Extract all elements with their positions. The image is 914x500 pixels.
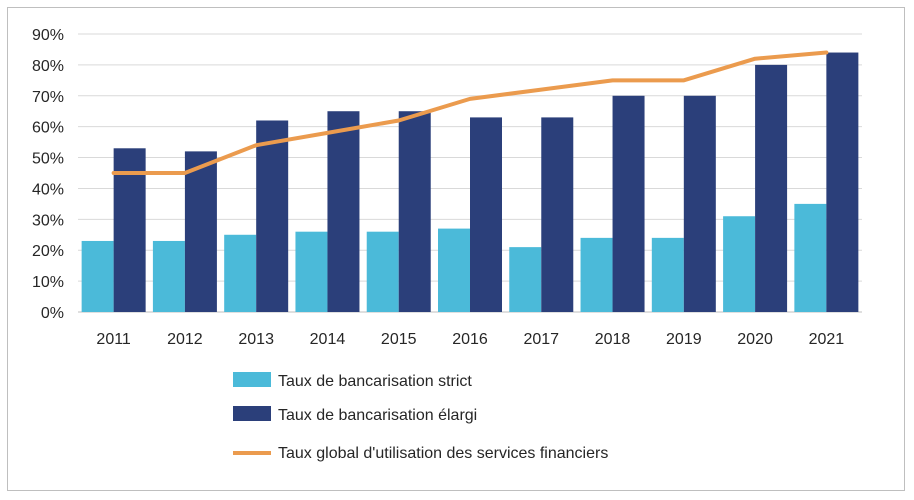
y-tick-label: 20% <box>32 243 64 260</box>
bar-strict <box>580 237 613 312</box>
bar-strict <box>509 247 542 312</box>
bar-strict <box>723 216 756 312</box>
x-tick-label: 2018 <box>595 331 631 348</box>
x-tick-label: 2019 <box>666 331 702 348</box>
bar-elargi <box>612 95 645 313</box>
x-tick-label: 2011 <box>96 331 131 348</box>
y-tick-label: 50% <box>32 151 64 168</box>
x-tick-label: 2016 <box>452 331 488 348</box>
legend-swatch-strict <box>233 372 271 387</box>
bar-strict <box>152 240 185 312</box>
x-tick-label: 2013 <box>238 331 274 348</box>
line-global-usage <box>111 50 829 175</box>
y-tick-label: 80% <box>32 58 64 75</box>
x-tick-label: 2015 <box>381 331 417 348</box>
y-tick-label: 70% <box>32 89 64 106</box>
bar-strict <box>438 228 470 312</box>
x-tick-label: 2021 <box>809 331 845 348</box>
bar-strict <box>224 234 257 312</box>
x-axis: 2011 2012 2013 2014 2015 2016 2017 2018 2019 2020… <box>96 331 844 348</box>
legend-swatch-elargi <box>233 406 271 421</box>
bar-elargi <box>398 111 431 312</box>
bar-strict <box>366 231 399 312</box>
bar-elargi <box>826 52 859 313</box>
bar-elargi <box>184 151 217 312</box>
bar-strict <box>295 231 328 312</box>
legend-label-global: Taux global d'utilisation des services f… <box>278 445 608 462</box>
bar-elargi <box>683 95 716 313</box>
bar-strict <box>81 240 114 312</box>
x-tick-label: 2020 <box>737 331 773 348</box>
bar-elargi <box>541 117 574 313</box>
x-tick-label: 2012 <box>167 331 203 348</box>
bars <box>81 52 859 313</box>
y-tick-label: 90% <box>32 27 64 44</box>
bar-elargi <box>755 64 788 312</box>
bar-strict <box>651 237 684 312</box>
bar-elargi <box>113 148 146 312</box>
bar-elargi <box>470 117 502 313</box>
legend-label-strict: Taux de bancarisation strict <box>278 373 472 390</box>
y-tick-label: 60% <box>32 120 64 137</box>
y-axis: 0% 10% 20% 30% 40% 50% 60% 70% 80% 90% <box>32 27 64 322</box>
bar-elargi <box>327 111 360 312</box>
legend-label-elargi: Taux de bancarisation élargi <box>278 407 477 424</box>
y-tick-label: 0% <box>41 305 64 322</box>
y-tick-label: 10% <box>32 274 64 291</box>
x-tick-label: 2014 <box>310 331 346 348</box>
y-tick-label: 40% <box>32 181 64 198</box>
bar-elargi <box>256 120 289 312</box>
x-tick-label: 2017 <box>523 331 559 348</box>
bar-strict <box>794 203 827 312</box>
legend: Taux de bancarisation strict Taux de ban… <box>233 372 608 462</box>
y-tick-label: 30% <box>32 212 64 229</box>
line-series <box>111 50 829 175</box>
